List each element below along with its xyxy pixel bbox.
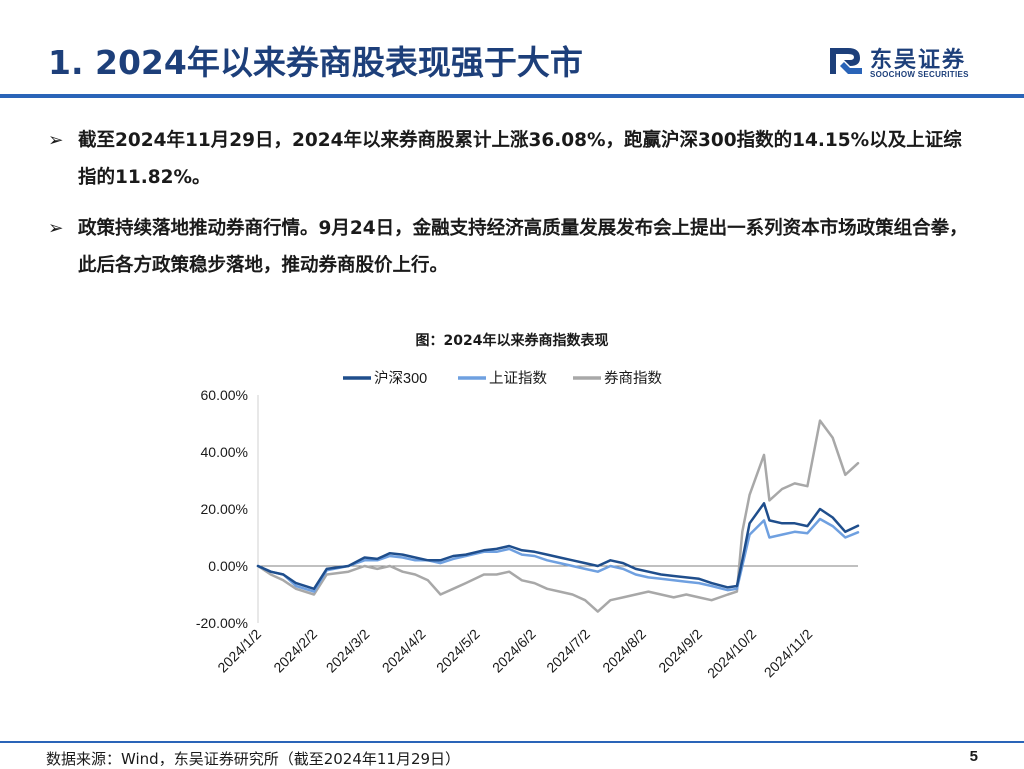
y-tick-label: 40.00% <box>201 444 248 460</box>
y-tick-label: 20.00% <box>201 501 248 517</box>
x-tick-label: 2024/5/2 <box>433 626 483 676</box>
series-line <box>256 502 860 591</box>
line-chart: 沪深300 上证指数 券商指数 -20.00% 0.00% 20.00% 40.00% 60… <box>196 370 860 682</box>
bullet-text: 截至2024年11月29日，2024年以来券商股累计上涨36.08%，跑赢沪深3… <box>78 130 962 188</box>
logo-chinese-text: 东吴证券 <box>870 48 967 73</box>
logo-mark-icon <box>830 48 862 74</box>
legend-label: 上证指数 <box>489 370 547 387</box>
header-divider <box>0 94 1024 98</box>
x-tick-label: 2024/1/2 <box>214 626 264 676</box>
y-tick-label: -20.00% <box>196 615 248 631</box>
arrow-bullet-icon: ➢ <box>48 130 64 151</box>
y-tick-label: 0.00% <box>208 558 248 574</box>
data-source-note: 数据来源：Wind，东吴证券研究所（截至2024年11月29日） <box>46 750 461 768</box>
x-tick-label: 2024/7/2 <box>543 626 593 676</box>
legend-label: 券商指数 <box>604 370 662 387</box>
arrow-bullet-icon: ➢ <box>48 218 64 239</box>
series-line <box>256 517 860 593</box>
legend-label: 沪深300 <box>374 370 427 387</box>
page-title: 1. 2024年以来券商股表现强于大市 <box>48 43 583 82</box>
logo-english-text: SOOCHOW SECURITIES <box>870 70 969 79</box>
x-tick-label: 2024/10/2 <box>704 626 760 682</box>
company-logo: 东吴证券 SOOCHOW SECURITIES <box>826 44 986 84</box>
x-tick-label: 2024/9/2 <box>655 626 705 676</box>
footer-divider <box>0 741 1024 743</box>
series-line <box>256 419 860 613</box>
x-tick-label: 2024/6/2 <box>489 626 539 676</box>
x-tick-label: 2024/4/2 <box>379 626 429 676</box>
x-tick-label: 2024/8/2 <box>599 626 649 676</box>
chart-title: 图：2024年以来券商指数表现 <box>415 333 609 349</box>
y-tick-label: 60.00% <box>201 387 248 403</box>
y-axis: -20.00% 0.00% 20.00% 40.00% 60.00% <box>196 387 259 631</box>
page-number: 5 <box>969 748 978 765</box>
x-tick-label: 2024/11/2 <box>761 626 816 681</box>
bullet-text: 政策持续落地推动券商行情。9月24日，金融支持经济高质量发展发布会上提出一系列资… <box>78 218 968 276</box>
x-tick-label: 2024/2/2 <box>270 626 320 676</box>
x-tick-label: 2024/3/2 <box>323 626 373 676</box>
series-layer <box>256 419 860 613</box>
chart-legend: 沪深300 上证指数 券商指数 <box>343 370 662 387</box>
